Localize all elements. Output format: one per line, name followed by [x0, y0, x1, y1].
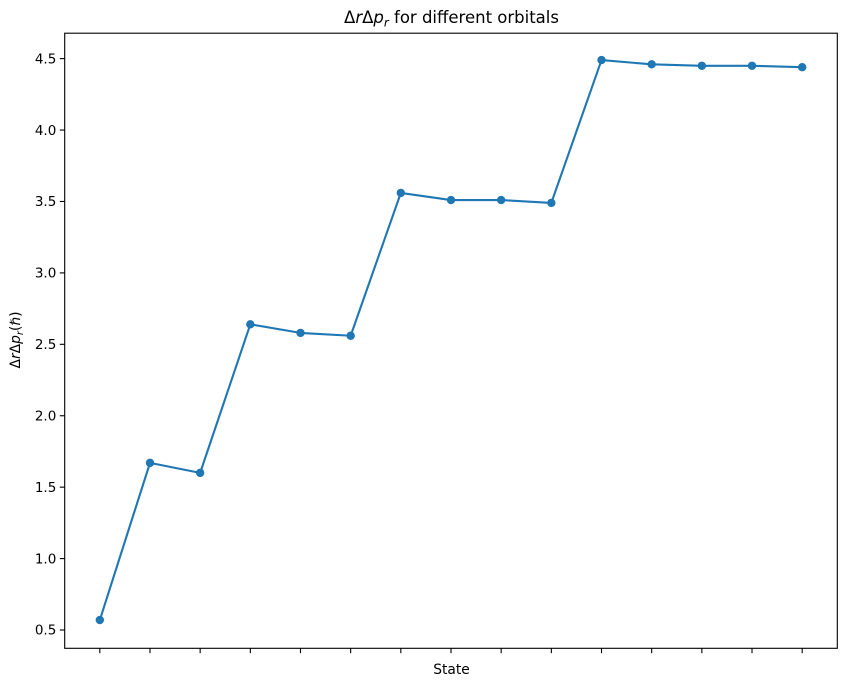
y-tick-label: 2.5 — [35, 337, 56, 353]
y-tick-label: 3.0 — [35, 266, 56, 282]
title-segment: p — [373, 8, 384, 27]
title-segment: Δ — [362, 8, 374, 27]
title-segment: r — [383, 15, 389, 30]
y-tick-label: 4.5 — [35, 51, 56, 67]
data-point — [145, 458, 155, 468]
ylabel-segment: ) — [8, 311, 25, 317]
data-point — [446, 195, 456, 205]
title-segment: Δ — [344, 8, 356, 27]
y-tick-label: 1.5 — [35, 480, 56, 496]
data-point — [246, 320, 255, 329]
data-point — [346, 331, 355, 340]
y-tick-label: 2.0 — [35, 408, 56, 424]
ylabel-segment: r — [14, 331, 26, 336]
data-point — [597, 55, 606, 65]
ylabel-segment: Δ — [8, 359, 25, 369]
data-point — [797, 62, 807, 72]
data-point — [496, 195, 506, 205]
y-tick-label: 1.0 — [35, 551, 56, 567]
title-segment: for different orbitals — [388, 8, 559, 27]
y-tick-label: 4.0 — [35, 123, 56, 139]
hbar-symbol: ℏ — [8, 316, 25, 326]
plot-frame — [64, 32, 838, 649]
data-point — [547, 198, 556, 208]
ylabel-segment: ( — [8, 325, 25, 332]
ylabel-segment: Δ — [8, 343, 25, 354]
title-segment: r — [355, 8, 363, 27]
x-axis-label: State — [433, 662, 470, 678]
data-point — [647, 60, 656, 69]
chart-title: ΔrΔpr for different orbitals — [65, 6, 838, 30]
data-line — [98, 59, 804, 622]
y-tick-label: 3.5 — [35, 194, 56, 210]
data-point — [747, 61, 757, 70]
data-point — [195, 468, 205, 478]
ylabel-segment: p — [8, 335, 25, 344]
y-tick-label: 0.5 — [35, 623, 56, 639]
data-point — [95, 615, 105, 625]
data-point — [697, 61, 707, 70]
ylabel-segment: r — [8, 353, 25, 360]
data-point — [396, 188, 406, 198]
y-axis-label: ΔrΔpr(ℏ) — [8, 312, 26, 369]
data-point — [296, 328, 305, 338]
